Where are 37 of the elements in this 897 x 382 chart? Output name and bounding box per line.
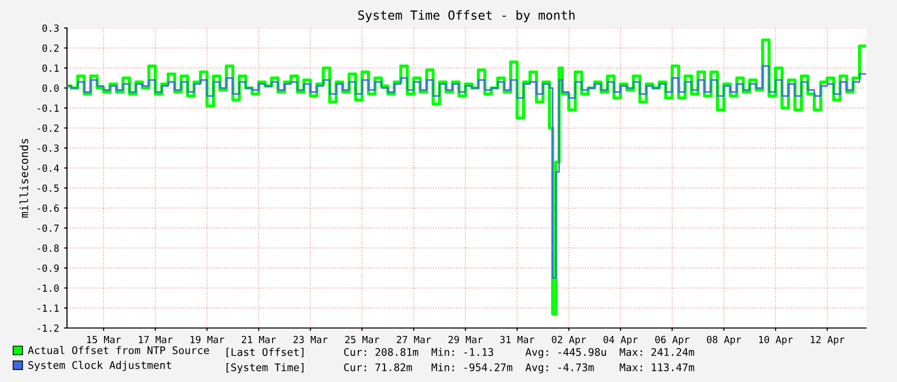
y-tick-label: -0.7 — [38, 224, 59, 232]
y-tick-label: 0.3 — [42, 24, 59, 32]
y-tick-label: -1.2 — [38, 324, 59, 332]
x-tick-label: 04 Apr — [604, 336, 638, 346]
x-tick-label: 27 Mar — [396, 336, 431, 344]
y-tick-label: 0.1 — [42, 64, 59, 72]
x-tick-label: 17 Mar — [138, 336, 172, 344]
y-tick-label: -0.6 — [38, 204, 59, 212]
x-tick-label: 29 Mar — [448, 336, 483, 344]
x-tick-label: 06 Apr — [655, 336, 690, 346]
x-tick-label: 19 Mar — [190, 336, 224, 344]
y-tick-label: 0.0 — [42, 84, 59, 92]
y-axis-title: milliseconds — [20, 138, 28, 218]
x-tick-label: 10 Apr — [759, 336, 793, 346]
text: [System Time] Cur: 71.82m Min: -954.27m Avg: -4.73m Max: 113.47m — [226, 363, 694, 374]
x-tick-label: 08 Apr — [706, 336, 742, 346]
y-tick-label: -0.1 — [38, 104, 59, 112]
chart-title: System Time Offset - by month — [358, 10, 575, 22]
y-tick-label: -1.1 — [38, 304, 59, 312]
y-tick-label: -1.0 — [38, 284, 59, 292]
x-tick-label: 12 Apr — [810, 336, 844, 346]
y-tick-label: -0.4 — [38, 164, 59, 172]
x-tick-label: 02 Apr — [552, 336, 586, 346]
text: [Last Offset] Cur: 208.81m Min: -1.13 Avg: -445.98u Max: 241.24m — [226, 348, 694, 358]
x-tick-label: 31 Mar — [500, 336, 534, 344]
x-tick-label: 21 Mar — [242, 336, 276, 344]
legend-label: Actual Offset from NTP Source — [28, 346, 209, 354]
y-tick-label: 0.2 — [42, 44, 59, 52]
x-tick-label: 15 Mar — [87, 336, 121, 344]
x-tick-label: 25 Mar — [345, 336, 380, 344]
y-tick-label: -0.9 — [38, 264, 59, 272]
y-tick-label: -0.5 — [38, 184, 59, 192]
y-tick-label: -0.3 — [38, 144, 59, 152]
legend-label: System Clock Adjustment — [28, 360, 171, 372]
x-tick-label: 23 Mar — [294, 336, 328, 344]
y-tick-label: -0.2 — [38, 124, 59, 132]
y-tick-label: -0.8 — [38, 244, 59, 252]
